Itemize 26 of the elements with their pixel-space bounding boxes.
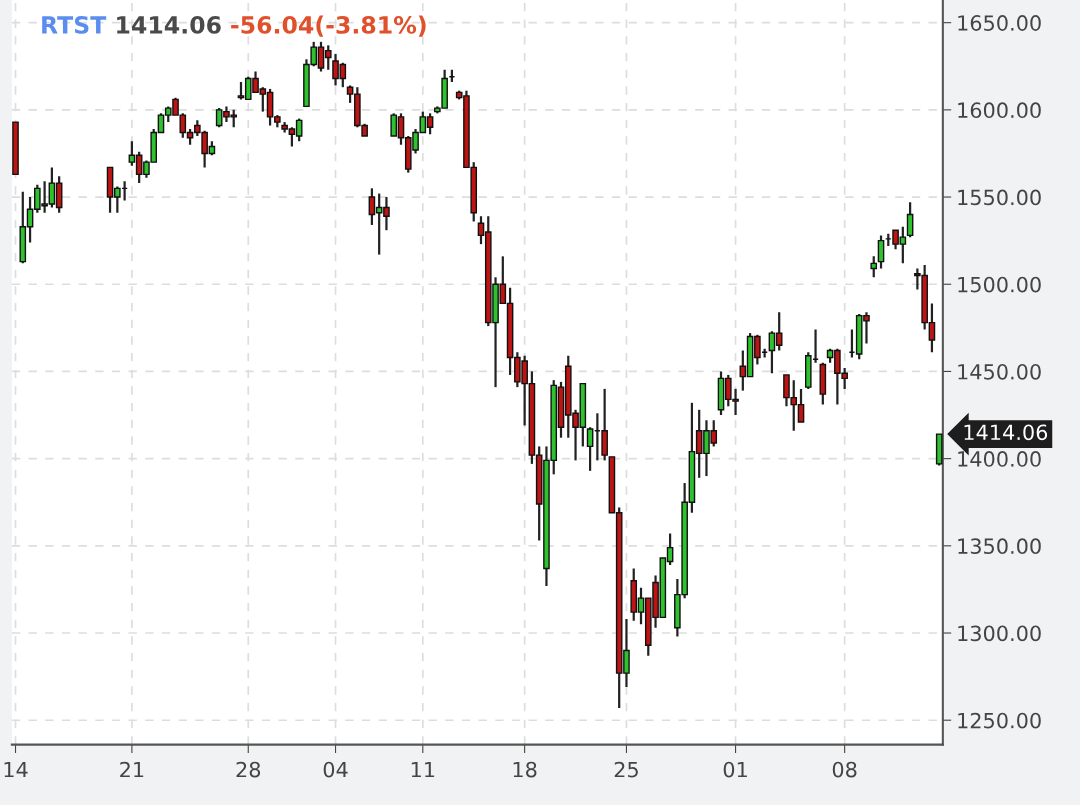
x-tick-label: 25 <box>614 761 638 778</box>
candlestick <box>586 426 594 472</box>
x-tick-label: 14 <box>4 761 28 778</box>
y-tick-label: 1500.00 <box>958 276 1041 293</box>
x-tick-label: 01 <box>723 761 747 778</box>
y-tick-label: 1300.00 <box>958 625 1041 642</box>
x-tick-label: 04 <box>323 761 348 778</box>
y-tick-label: 1350.00 <box>958 538 1041 555</box>
candlestick <box>906 201 914 239</box>
annotation: -56.04(-3.81%) <box>231 15 426 37</box>
x-tick-label: 11 <box>411 761 435 778</box>
y-tick-label: 1250.00 <box>958 712 1041 729</box>
x-tick-label: 21 <box>120 761 144 778</box>
text: 1414.06 <box>964 424 1048 441</box>
y-tick-label: 1450.00 <box>958 363 1041 380</box>
candlestick <box>877 234 885 270</box>
y-tick-label: 1400.00 <box>958 451 1041 467</box>
y-tick-label: 1600.00 <box>958 102 1041 119</box>
x-tick-label: 08 <box>832 761 857 778</box>
text: RTST <box>42 15 107 34</box>
y-tick-label: 1650.00 <box>958 15 1041 31</box>
x-tick-label: 18 <box>513 761 537 778</box>
x-tick-label: 28 <box>236 761 261 778</box>
annotation: 1414.06 <box>117 15 221 34</box>
candlestick <box>870 255 878 279</box>
y-tick-label: 1550.00 <box>958 189 1041 206</box>
